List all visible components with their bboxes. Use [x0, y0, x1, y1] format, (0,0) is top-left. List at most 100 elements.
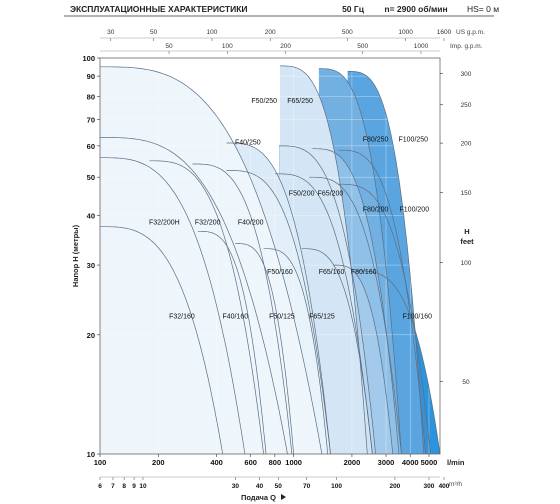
bottom-tick-m3h-label: 7	[111, 483, 115, 490]
bottom-tick-label: 800	[269, 458, 282, 467]
right-axis: 50 100 150 200 250 300	[440, 71, 472, 386]
bottom-tick-m3h-label: 50	[275, 483, 283, 490]
pump-curve-11	[192, 163, 293, 455]
right-tick-label: 300	[461, 71, 472, 78]
pump-curve-10	[149, 160, 264, 455]
chart-title: ЭКСПЛУАТАЦИОННЫЕ ХАРАКТЕРИСТИКИ	[70, 4, 248, 14]
pump-curve-14	[309, 176, 402, 455]
zone-label: F80/200	[363, 206, 389, 213]
chart-header: ЭКСПЛУАТАЦИОННЫЕ ХАРАКТЕРИСТИКИ 50 Гц n=…	[70, 4, 499, 14]
zone-label: F65/250	[287, 98, 313, 105]
zone-label: F100/200	[400, 206, 430, 213]
zone-label: F65/200	[318, 190, 344, 197]
top-tick-imp-label: 1000	[414, 43, 429, 50]
top-axes: 30 50 100 200 500 1000 1600 50 100 200 500 1000	[107, 29, 452, 54]
zone-label: F40/250	[235, 139, 261, 146]
pump-curve-21	[333, 264, 394, 455]
left-tick-label: 50	[87, 173, 95, 182]
zone-label: F50/250	[251, 98, 277, 105]
bottom-tick-m3h-label: 8	[122, 483, 126, 490]
zone-labels: F32/160 F32/200H F32/200 F40/160 F40/200 F40/…	[149, 98, 432, 320]
plot-frame	[99, 57, 441, 455]
left-tick-label: 20	[87, 331, 95, 340]
zone-label: F80/250	[363, 137, 389, 144]
left-tick-label: 80	[87, 92, 95, 101]
left-tick-label: 60	[87, 142, 95, 151]
zone-label: F50/125	[269, 313, 295, 320]
pump-curve-1	[280, 65, 368, 455]
bottom-tick-label: 1000	[285, 458, 302, 467]
zone-label: F80/160	[351, 269, 377, 276]
top-tick-us-label: 100	[207, 29, 218, 36]
pump-curve-6	[279, 145, 376, 455]
pump-curve-20	[301, 248, 373, 455]
pump-curve-8	[338, 149, 426, 455]
top-tick-us-label: 500	[342, 29, 353, 36]
bottom-axis: 100 200 400 600 800 1000 2000 3000 4000 5000	[94, 454, 437, 467]
bottom-tick-m3h-label: 30	[232, 483, 240, 490]
bottom-tick-m3h-label: 6	[98, 483, 102, 490]
zone-label: F32/200H	[149, 219, 180, 226]
zone-label: F40/160	[223, 313, 249, 320]
zone-label: F32/160	[169, 313, 195, 320]
pump-curve-2	[318, 68, 402, 455]
bottom-tick-m3h-label: 300	[424, 483, 435, 490]
bottom-tick-label: 200	[152, 458, 165, 467]
pump-curve-16	[100, 226, 224, 455]
frequency-label: 50 Гц	[342, 4, 365, 14]
right-tick-label: 250	[461, 102, 472, 109]
x-unit-label: l/min	[447, 458, 465, 467]
bottom-tick-m3h-label: 100	[331, 483, 342, 490]
top-tick-imp-label: 50	[165, 43, 173, 50]
right-axis-label: H	[464, 227, 469, 236]
zone-label: F50/160	[267, 269, 293, 276]
top-tick-imp-label: 500	[357, 43, 368, 50]
bottom-tick-m3h-label: 9	[132, 483, 136, 490]
pump-curve-22	[356, 270, 441, 455]
left-tick-label: 30	[87, 261, 95, 270]
left-tick-label: 40	[87, 212, 95, 221]
pump-curve-15	[338, 183, 431, 455]
left-tick-label: 90	[87, 72, 95, 81]
hs-label: HS= 0 м	[467, 4, 499, 14]
pump-curve-7	[312, 148, 400, 455]
top-tick-us-label: 30	[107, 29, 115, 36]
left-tick-label: 70	[87, 115, 95, 124]
pump-curve-5	[226, 142, 331, 455]
right-tick-label: 200	[461, 141, 472, 148]
x-axis-label: Подача Q	[241, 493, 276, 502]
top-unit-us: US g.p.m.	[456, 29, 485, 36]
zone-label: F40/200	[238, 219, 264, 226]
y-axis-label: Напор Н (метры)	[71, 224, 80, 287]
zone-fill-22	[100, 226, 223, 454]
right-axis-unit: feet	[460, 237, 474, 246]
zone-label: F100/250	[399, 137, 429, 144]
bottom-tick-label: 2000	[344, 458, 361, 467]
pump-curve-12	[226, 170, 331, 455]
bottom-tick-m3h-label: 400	[439, 483, 450, 490]
bottom-tick-label: 4000	[402, 458, 419, 467]
pump-curve-13	[274, 173, 373, 455]
pump-curve-9	[100, 157, 246, 455]
top-tick-us-label: 1000	[398, 29, 413, 36]
pump-curves	[100, 65, 441, 455]
zone-label: F65/160	[319, 269, 345, 276]
top-tick-us-label: 200	[265, 29, 276, 36]
x-unit-m3h: m³/h	[449, 481, 462, 488]
top-tick-imp-label: 200	[280, 43, 291, 50]
top-unit-imp: Imp. g.p.m.	[450, 43, 483, 50]
right-tick-label: 100	[461, 260, 472, 267]
pump-curve-19	[263, 248, 329, 455]
bottom-tick-label: 3000	[378, 458, 395, 467]
pump-curve-17	[197, 230, 267, 455]
x-axis-arrow-icon	[281, 494, 286, 500]
top-tick-us-label: 1600	[437, 29, 452, 36]
bottom-tick-m3h-label: 40	[256, 483, 264, 490]
bottom-tick-m3h-label: 70	[303, 483, 311, 490]
pump-curve-3	[347, 71, 425, 455]
zone-fills	[100, 65, 440, 455]
top-tick-us-label: 50	[150, 29, 158, 36]
left-tick-label: 100	[82, 54, 95, 63]
bottom-tick-label: 400	[210, 458, 223, 467]
